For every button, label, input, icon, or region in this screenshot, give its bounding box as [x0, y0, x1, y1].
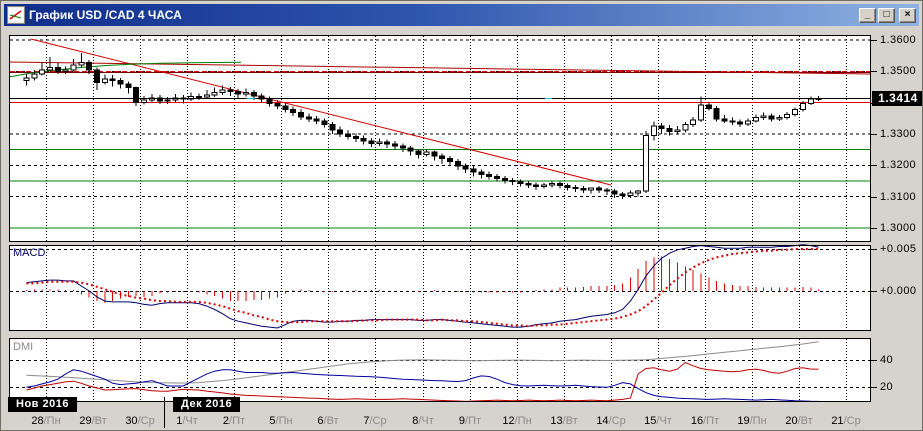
month-label-dec: Дек 2016: [173, 397, 241, 412]
macd-panel-label: MACD: [13, 247, 46, 259]
minimize-button[interactable]: _: [859, 7, 876, 23]
title-bar[interactable]: График USD /CAD 4 ЧАСА _ □ ×: [4, 4, 919, 26]
chart-app-icon: [7, 6, 25, 24]
dmi-panel-label: DMI: [13, 341, 34, 353]
window-title: График USD /CAD 4 ЧАСА: [29, 8, 182, 22]
close-button[interactable]: ×: [899, 7, 916, 23]
current-price-tag: 1.3414: [872, 91, 922, 106]
month-label-nov: Нов 2016: [8, 397, 77, 412]
maximize-button[interactable]: □: [878, 7, 895, 23]
